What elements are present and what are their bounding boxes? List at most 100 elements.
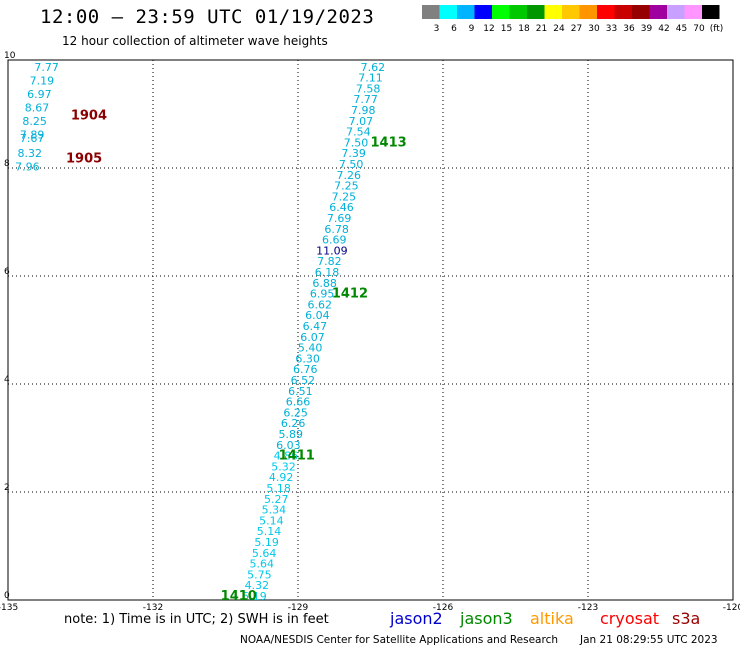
wave-height-value: 7.62 bbox=[361, 61, 386, 74]
wave-height-value: 7.07 bbox=[349, 115, 374, 128]
wave-height-value: 7.50 bbox=[339, 158, 364, 171]
wave-height-value: 6.76 bbox=[293, 363, 318, 376]
track-id-label: 1905 bbox=[66, 152, 102, 167]
credit-line: NOAA/NESDIS Center for Satellite Applica… bbox=[240, 634, 558, 646]
color-scale-legend: 3 6 9 12 15 18 21 24 27 30 33 36 39 42 45 70 (ft) bbox=[422, 5, 723, 34]
y-tick-label: 8 bbox=[4, 159, 10, 169]
scale-swatch bbox=[457, 5, 475, 19]
y-tick-label: 2 bbox=[4, 483, 10, 493]
wave-height-value: 7.11 bbox=[358, 72, 383, 85]
map-frame bbox=[7, 59, 734, 601]
wave-height-value: 7.25 bbox=[334, 180, 359, 193]
wave-height-value: 6.30 bbox=[295, 352, 320, 365]
wave-height-value: 5.34 bbox=[262, 504, 287, 517]
track-id-label: 1411 bbox=[279, 449, 315, 464]
track-id-label: 1413 bbox=[371, 135, 407, 150]
wave-height-value: 5.19 bbox=[242, 590, 267, 603]
wave-height-value: 5.19 bbox=[254, 536, 279, 549]
map-title: 12:00 – 23:59 UTC 01/19/2023 bbox=[40, 6, 375, 28]
wave-height-value: 8.32 bbox=[18, 147, 43, 160]
wave-height-value: 7.77 bbox=[34, 61, 59, 74]
scale-tick-label: 45 bbox=[676, 24, 687, 34]
scale-tick-label: 36 bbox=[623, 24, 635, 34]
scale-swatch bbox=[544, 5, 562, 19]
wave-height-value: 6.03 bbox=[276, 439, 301, 452]
footer-note: note: 1) Time is in UTC; 2) SWH is in fe… bbox=[64, 612, 329, 627]
legend-cryosat: cryosat bbox=[600, 609, 660, 628]
wave-height-value: 5.64 bbox=[252, 547, 277, 560]
wave-height-value: 6.69 bbox=[322, 234, 347, 247]
scale-tick-label: 3 bbox=[434, 24, 440, 34]
wave-height-value: 7.96 bbox=[15, 161, 40, 174]
scale-tick-label: 21 bbox=[536, 24, 547, 34]
wave-height-value: 6.07 bbox=[300, 331, 325, 344]
wave-height-value: 8.25 bbox=[22, 115, 47, 128]
scale-swatch bbox=[632, 5, 650, 19]
track-id-label: 1412 bbox=[332, 287, 368, 302]
scale-tick-label: 30 bbox=[588, 24, 600, 34]
wave-height-value: 6.47 bbox=[303, 320, 328, 333]
scale-tick-label: 9 bbox=[469, 24, 475, 34]
scale-tick-label: 39 bbox=[641, 24, 653, 34]
x-tick-label: -126 bbox=[433, 603, 454, 613]
wave-height-value: 11.09 bbox=[316, 244, 348, 257]
scale-swatch bbox=[667, 5, 685, 19]
wave-height-value: 4.86 bbox=[274, 450, 299, 463]
wave-height-value: 7.54 bbox=[346, 126, 371, 139]
scale-swatch bbox=[492, 5, 510, 19]
track-id-label: 1904 bbox=[71, 108, 107, 123]
wave-height-value: 6.62 bbox=[308, 298, 333, 311]
wave-height-value: 5.14 bbox=[257, 525, 282, 538]
wave-height-value: 5.75 bbox=[247, 568, 272, 581]
x-tick-label: -120 bbox=[723, 603, 740, 613]
wave-height-value: 7.25 bbox=[332, 190, 357, 203]
scale-tick-label: 18 bbox=[518, 24, 530, 34]
wave-height-value: 7.77 bbox=[353, 93, 378, 106]
scale-swatch bbox=[562, 5, 580, 19]
scale-tick-label: 33 bbox=[606, 24, 617, 34]
legend-jason2: jason2 bbox=[390, 609, 443, 628]
wave-height-value: 5.64 bbox=[250, 558, 275, 571]
wave-height-value: 6.25 bbox=[283, 406, 308, 419]
wave-height-value: 7.89 bbox=[20, 128, 45, 141]
scale-swatch bbox=[474, 5, 492, 19]
scale-swatch bbox=[509, 5, 527, 19]
scale-swatch bbox=[422, 5, 440, 19]
y-tick-label: 6 bbox=[4, 267, 10, 277]
scale-swatch bbox=[579, 5, 597, 19]
scale-swatch bbox=[702, 5, 720, 19]
wave-height-value: 6.04 bbox=[305, 309, 330, 322]
wave-height-value: 7.26 bbox=[337, 169, 362, 182]
wave-height-value: 5.18 bbox=[266, 482, 291, 495]
scale-tick-label: 27 bbox=[571, 24, 582, 34]
y-tick-label: 0 bbox=[4, 591, 10, 601]
wave-height-value: 5.14 bbox=[259, 514, 284, 527]
map-subtitle: 12 hour collection of altimeter wave hei… bbox=[62, 34, 328, 48]
wave-height-value: 4.32 bbox=[245, 579, 270, 592]
scale-swatch bbox=[597, 5, 615, 19]
scale-swatch bbox=[439, 5, 457, 19]
scale-tick-label: 15 bbox=[501, 24, 512, 34]
scale-tick-label: 42 bbox=[658, 24, 669, 34]
wave-height-value: 6.78 bbox=[324, 223, 349, 236]
wave-height-value: 4.92 bbox=[269, 471, 294, 484]
y-tick-label: 10 bbox=[4, 51, 16, 61]
legend-altika: altika bbox=[530, 609, 574, 628]
wave-height-value: 5.27 bbox=[264, 493, 289, 506]
x-tick-label: -135 bbox=[0, 603, 18, 613]
wave-height-value: 6.97 bbox=[27, 88, 52, 101]
legend-jason3: jason3 bbox=[460, 609, 513, 628]
legend-s3a: s3a bbox=[672, 609, 701, 628]
y-tick-label: 4 bbox=[4, 375, 10, 385]
wave-height-value: 7.58 bbox=[356, 82, 381, 95]
scale-tick-label: 24 bbox=[553, 24, 565, 34]
wave-height-value: 6.66 bbox=[286, 396, 311, 409]
wave-height-value: 6.52 bbox=[291, 374, 316, 387]
x-tick-label: -123 bbox=[578, 603, 598, 613]
wave-height-value: 5.32 bbox=[271, 460, 296, 473]
x-tick-label: -129 bbox=[288, 603, 309, 613]
wave-height-value: 5.89 bbox=[279, 428, 304, 441]
wave-height-value: 7.82 bbox=[317, 255, 342, 268]
wave-height-value: 7.50 bbox=[344, 136, 369, 149]
